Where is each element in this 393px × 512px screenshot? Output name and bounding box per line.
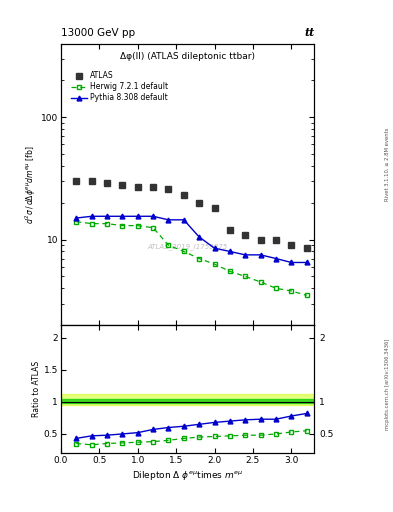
Pythia 8.308 default — [212, 245, 217, 251]
Pythia 8.308 default — [182, 217, 186, 223]
X-axis label: Dilepton $\Delta$ $\phi^{e\mu}$times $m^{e\mu}$: Dilepton $\Delta$ $\phi^{e\mu}$times $m^… — [132, 469, 243, 482]
Text: mcplots.cern.ch [arXiv:1306.3436]: mcplots.cern.ch [arXiv:1306.3436] — [385, 338, 389, 430]
Pythia 8.308 default — [120, 213, 125, 219]
ATLAS — [89, 178, 94, 184]
Text: ATLAS_2019_I1759875: ATLAS_2019_I1759875 — [147, 243, 228, 250]
ATLAS — [243, 231, 248, 238]
Pythia 8.308 default — [243, 252, 248, 258]
Line: ATLAS: ATLAS — [73, 178, 310, 251]
ATLAS — [166, 186, 171, 192]
Pythia 8.308 default — [197, 234, 202, 240]
ATLAS — [212, 205, 217, 211]
ATLAS — [228, 227, 232, 233]
ATLAS — [258, 237, 263, 243]
Bar — [61, 394, 314, 405]
Pythia 8.308 default — [151, 213, 156, 219]
Herwig 7.2.1 default — [74, 219, 79, 225]
ATLAS — [151, 184, 156, 190]
ATLAS — [135, 184, 140, 190]
Herwig 7.2.1 default — [228, 268, 232, 274]
Text: 13000 GeV pp: 13000 GeV pp — [61, 28, 135, 38]
Line: Herwig 7.2.1 default: Herwig 7.2.1 default — [74, 219, 309, 298]
Legend: ATLAS, Herwig 7.2.1 default, Pythia 8.308 default: ATLAS, Herwig 7.2.1 default, Pythia 8.30… — [70, 70, 169, 104]
Text: Rivet 3.1.10, ≥ 2.8M events: Rivet 3.1.10, ≥ 2.8M events — [385, 127, 389, 201]
Herwig 7.2.1 default — [182, 248, 186, 254]
Pythia 8.308 default — [228, 248, 232, 254]
Pythia 8.308 default — [89, 213, 94, 219]
Herwig 7.2.1 default — [105, 221, 109, 227]
Pythia 8.308 default — [74, 215, 79, 221]
ATLAS — [197, 200, 202, 206]
Herwig 7.2.1 default — [243, 273, 248, 280]
Pythia 8.308 default — [105, 213, 109, 219]
Text: Δφ(ll) (ATLAS dileptonic ttbar): Δφ(ll) (ATLAS dileptonic ttbar) — [120, 52, 255, 61]
Pythia 8.308 default — [135, 213, 140, 219]
Pythia 8.308 default — [258, 252, 263, 258]
ATLAS — [274, 237, 278, 243]
ATLAS — [105, 180, 109, 186]
Herwig 7.2.1 default — [151, 225, 156, 231]
ATLAS — [120, 182, 125, 188]
Herwig 7.2.1 default — [289, 288, 294, 294]
ATLAS — [182, 192, 186, 198]
Herwig 7.2.1 default — [166, 242, 171, 248]
Bar — [61, 399, 314, 403]
ATLAS — [289, 242, 294, 248]
Line: Pythia 8.308 default: Pythia 8.308 default — [74, 214, 309, 265]
Herwig 7.2.1 default — [120, 223, 125, 229]
Herwig 7.2.1 default — [89, 221, 94, 227]
Herwig 7.2.1 default — [197, 255, 202, 262]
Pythia 8.308 default — [304, 260, 309, 266]
Pythia 8.308 default — [166, 217, 171, 223]
Herwig 7.2.1 default — [135, 223, 140, 229]
Pythia 8.308 default — [289, 260, 294, 266]
ATLAS — [74, 178, 79, 184]
Text: tt: tt — [304, 28, 314, 38]
ATLAS — [304, 245, 309, 251]
Pythia 8.308 default — [274, 255, 278, 262]
Herwig 7.2.1 default — [274, 285, 278, 291]
Herwig 7.2.1 default — [212, 261, 217, 267]
Herwig 7.2.1 default — [304, 292, 309, 298]
Y-axis label: Ratio to ATLAS: Ratio to ATLAS — [32, 361, 41, 417]
Herwig 7.2.1 default — [258, 279, 263, 285]
Y-axis label: $d^2\sigma\,/\,d\Delta\phi^{e\mu}dm^{e\mu}$ [fb]: $d^2\sigma\,/\,d\Delta\phi^{e\mu}dm^{e\m… — [24, 145, 38, 224]
